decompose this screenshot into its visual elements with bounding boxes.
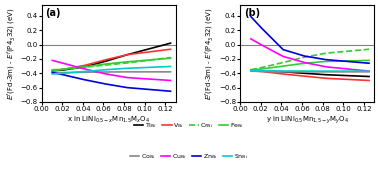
X-axis label: x in LiNi$_{0.5-x}$Mn$_{1.5}$M$_x$O$_4$: x in LiNi$_{0.5-x}$Mn$_{1.5}$M$_x$O$_4$ [67, 115, 150, 125]
Y-axis label: $E^f$(Fd-3m) - $E^f$(P4$_3$32) (eV): $E^f$(Fd-3m) - $E^f$(P4$_3$32) (eV) [5, 7, 17, 100]
Legend: Ti$_{Ni}$, V$_{Ni}$, Cr$_{Ni}$, Fe$_{Ni}$: Ti$_{Ni}$, V$_{Ni}$, Cr$_{Ni}$, Fe$_{Ni}… [132, 119, 246, 133]
X-axis label: y in LiNi$_{0.5}$Mn$_{1.5-y}$M$_y$O$_4$: y in LiNi$_{0.5}$Mn$_{1.5-y}$M$_y$O$_4$ [266, 115, 349, 126]
Legend: Co$_{Ni}$, Cu$_{Ni}$, Zn$_{Ni}$, Sn$_{Ni}$: Co$_{Ni}$, Cu$_{Ni}$, Zn$_{Ni}$, Sn$_{Ni… [127, 150, 251, 164]
Text: (a): (a) [46, 8, 61, 18]
Text: (b): (b) [244, 8, 260, 18]
Y-axis label: $E^f$(Fd-3m) - $E^f$(P4$_3$32) (eV): $E^f$(Fd-3m) - $E^f$(P4$_3$32) (eV) [204, 7, 216, 100]
